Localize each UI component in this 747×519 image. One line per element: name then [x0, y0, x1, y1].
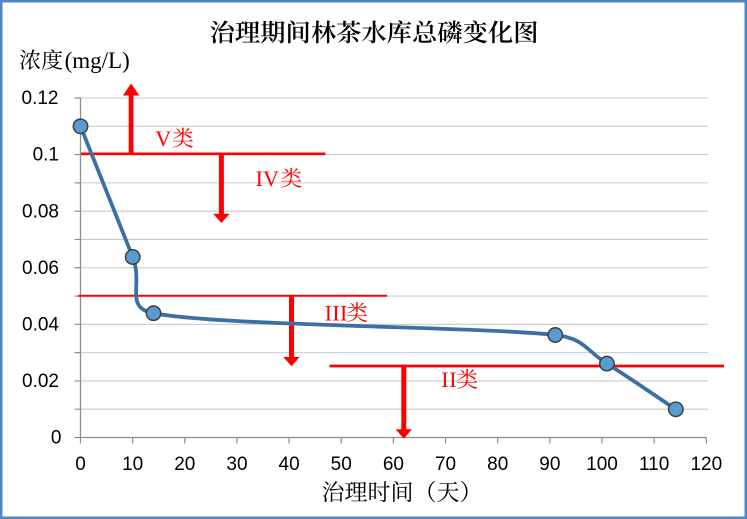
svg-text:90: 90 [539, 454, 560, 475]
svg-text:IV: IV [256, 167, 279, 191]
svg-text:10: 10 [122, 454, 143, 475]
svg-text:III: III [325, 301, 348, 325]
svg-text:(mg/L): (mg/L) [65, 48, 130, 73]
svg-text:II: II [441, 368, 457, 392]
svg-text:20: 20 [174, 454, 195, 475]
svg-text:0.1: 0.1 [33, 145, 59, 166]
svg-text:60: 60 [383, 454, 404, 475]
svg-text:0: 0 [75, 454, 86, 475]
svg-text:0.04: 0.04 [22, 314, 59, 335]
svg-text:0.08: 0.08 [22, 201, 59, 222]
svg-text:0.12: 0.12 [22, 88, 59, 109]
svg-text:110: 110 [639, 454, 669, 475]
svg-text:120: 120 [690, 454, 722, 475]
svg-text:0.06: 0.06 [22, 258, 59, 279]
svg-text:40: 40 [279, 454, 300, 475]
svg-text:80: 80 [487, 454, 508, 475]
svg-text:V: V [155, 127, 171, 151]
svg-text:0: 0 [51, 428, 62, 449]
svg-text:70: 70 [435, 454, 456, 475]
svg-text:30: 30 [226, 454, 247, 475]
svg-text:0.02: 0.02 [22, 371, 59, 392]
svg-text:50: 50 [331, 454, 352, 475]
svg-text:100: 100 [586, 454, 618, 475]
